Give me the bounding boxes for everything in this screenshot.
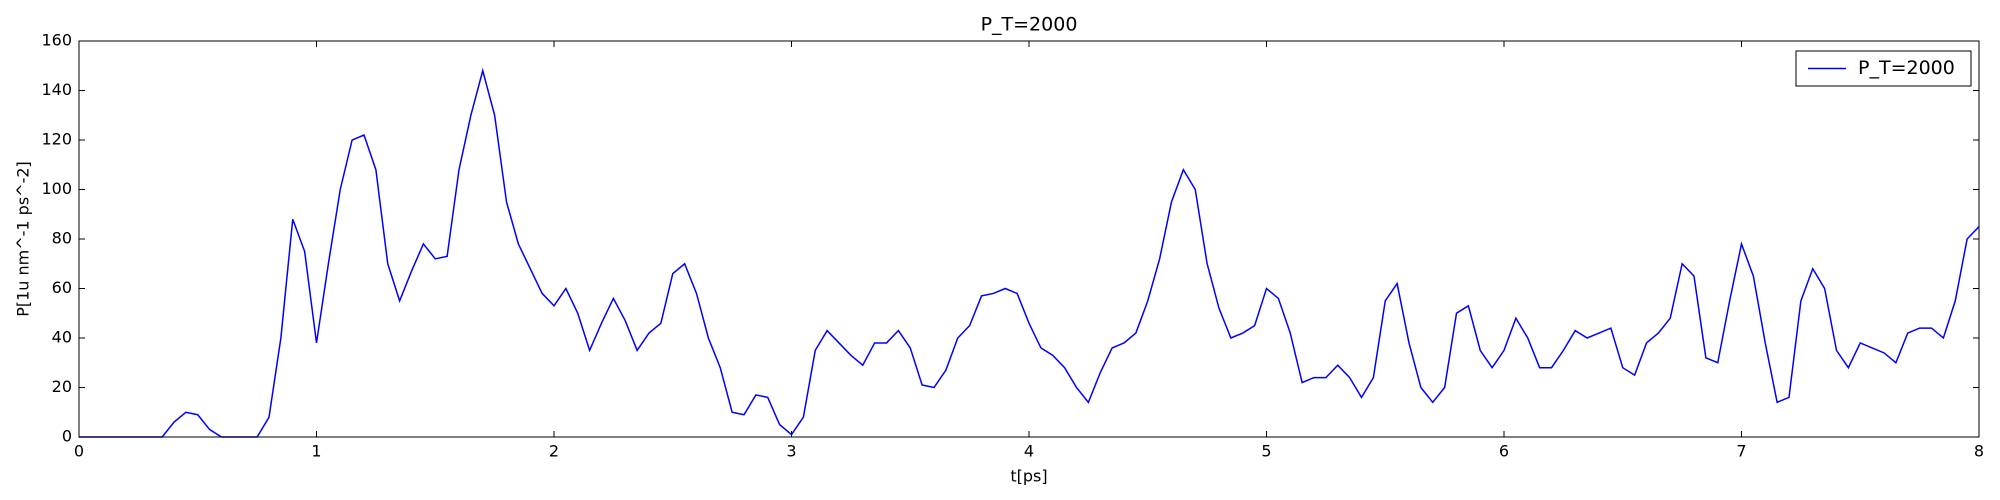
x-tick-label: 5: [1261, 442, 1271, 461]
y-axis-label: P[1u nm^-1 ps^-2]: [14, 161, 33, 317]
y-tick-label: 120: [41, 130, 72, 149]
x-tick-label: 4: [1024, 442, 1034, 461]
x-tick-label: 1: [311, 442, 321, 461]
x-tick-label: 7: [1736, 442, 1746, 461]
y-tick-label: 160: [41, 31, 72, 50]
y-tick-label: 60: [52, 278, 72, 297]
y-tick-label: 140: [41, 80, 72, 99]
x-tick-label: 6: [1499, 442, 1509, 461]
chart-title: P_T=2000: [981, 14, 1078, 36]
x-tick-label: 8: [1974, 442, 1984, 461]
data-line: [79, 67, 1980, 438]
x-axis-label: t[ps]: [1010, 467, 1047, 486]
y-tick-label: 40: [52, 328, 72, 347]
y-tick-label: 80: [52, 229, 72, 248]
y-tick-label: 0: [62, 427, 72, 446]
y-tick-label: 100: [41, 179, 72, 198]
x-tick-label: 3: [786, 442, 796, 461]
x-tick-label: 2: [549, 442, 559, 461]
legend-label: P_T=2000: [1858, 57, 1955, 79]
x-tick-label: 0: [74, 442, 84, 461]
plot-frame: [78, 40, 1980, 438]
y-tick-label: 20: [52, 377, 72, 396]
